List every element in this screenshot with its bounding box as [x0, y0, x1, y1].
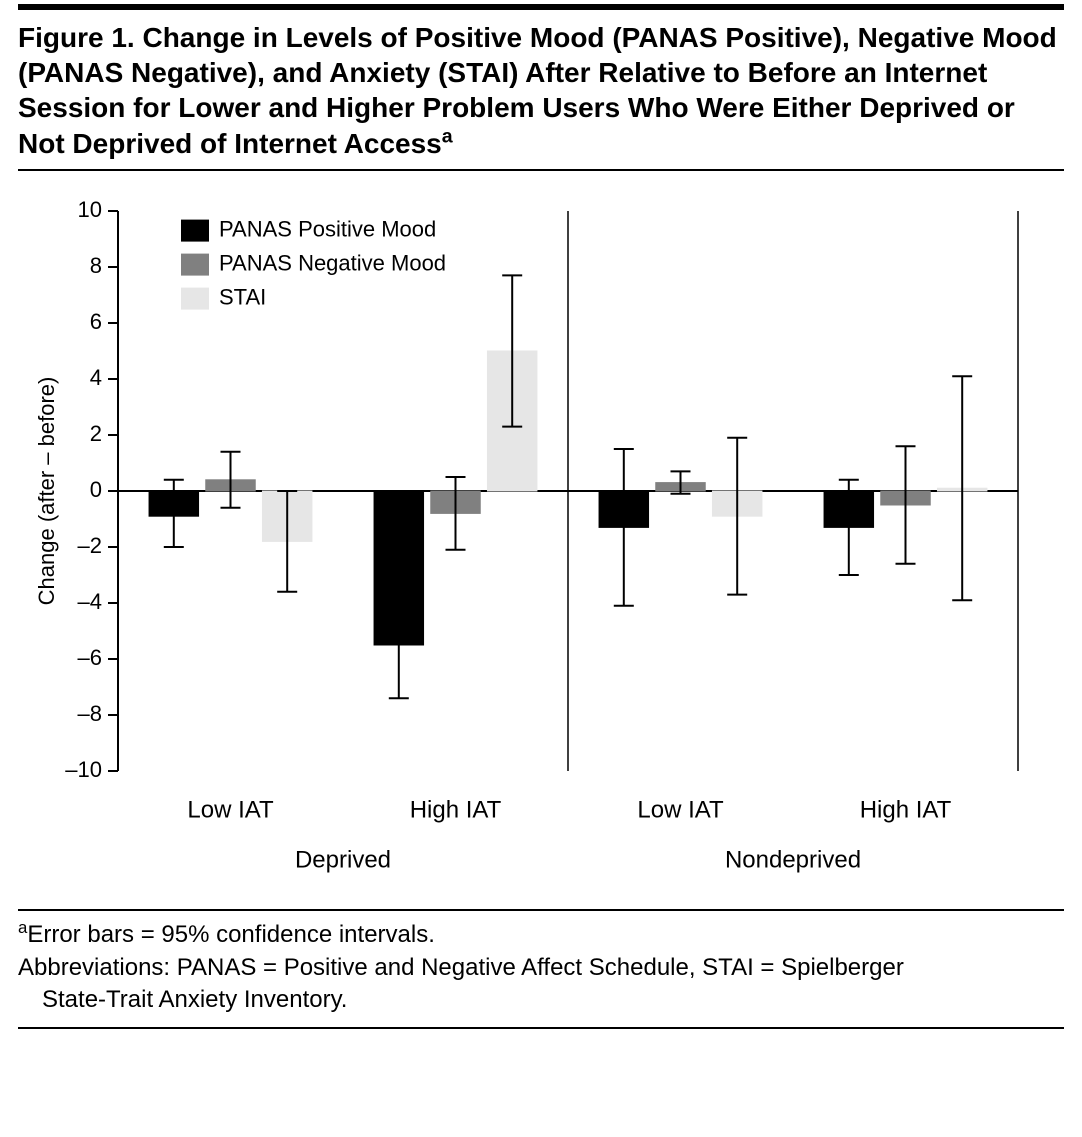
footnote-abbrev-2: State-Trait Anxiety Inventory.: [18, 984, 1064, 1016]
legend-swatch: [181, 254, 209, 276]
bar-chart-svg: –10 –8 –6 –4 –2 0 2 4 6 8 10 Change (after – before…: [18, 191, 1038, 891]
y-tick-label: –6: [78, 645, 102, 670]
legend-swatch: [181, 288, 209, 310]
figure-container: Figure 1. Change in Levels of Positive M…: [0, 4, 1082, 1047]
y-tick-label: 4: [90, 365, 102, 390]
y-tick-label: 0: [90, 477, 102, 502]
y-tick-label: –2: [78, 533, 102, 558]
legend-label: STAI: [219, 285, 266, 310]
x-subgroup-label: Low IAT: [637, 797, 724, 824]
y-axis-label: Change (after – before): [34, 377, 59, 606]
x-subgroup-label: High IAT: [860, 797, 952, 824]
figure-title: Figure 1. Change in Levels of Positive M…: [18, 22, 1057, 159]
figure-title-text: Figure 1. Change in Levels of Positive M…: [18, 22, 1057, 159]
footnote-abbrev-1: Abbreviations: PANAS = Positive and Nega…: [18, 952, 1064, 984]
footnote-a-sup: a: [18, 918, 27, 937]
footnotes: aError bars = 95% confidence intervals. …: [18, 911, 1064, 1016]
legend-swatch: [181, 220, 209, 242]
bottom-rule: [18, 1027, 1064, 1029]
y-tick-label: –10: [65, 757, 102, 782]
figure-title-sup: a: [442, 126, 453, 148]
y-tick-label: 8: [90, 253, 102, 278]
chart-bg: [18, 191, 1038, 891]
y-tick-label: –4: [78, 589, 102, 614]
x-supergroup-label: Nondeprived: [725, 847, 861, 874]
legend-label: PANAS Negative Mood: [219, 251, 446, 276]
x-supergroup-label: Deprived: [295, 847, 391, 874]
chart-area: –10 –8 –6 –4 –2 0 2 4 6 8 10 Change (after – before…: [18, 171, 1064, 901]
figure-title-block: Figure 1. Change in Levels of Positive M…: [18, 10, 1064, 171]
legend-label: PANAS Positive Mood: [219, 217, 436, 242]
footnote-a-text: Error bars = 95% confidence intervals.: [27, 921, 435, 948]
x-subgroup-label: Low IAT: [187, 797, 274, 824]
y-tick-label: –8: [78, 701, 102, 726]
y-tick-label: 10: [78, 197, 102, 222]
y-tick-label: 6: [90, 309, 102, 334]
x-subgroup-label: High IAT: [410, 797, 502, 824]
footnote-a: aError bars = 95% confidence intervals.: [18, 917, 1064, 951]
y-tick-label: 2: [90, 421, 102, 446]
